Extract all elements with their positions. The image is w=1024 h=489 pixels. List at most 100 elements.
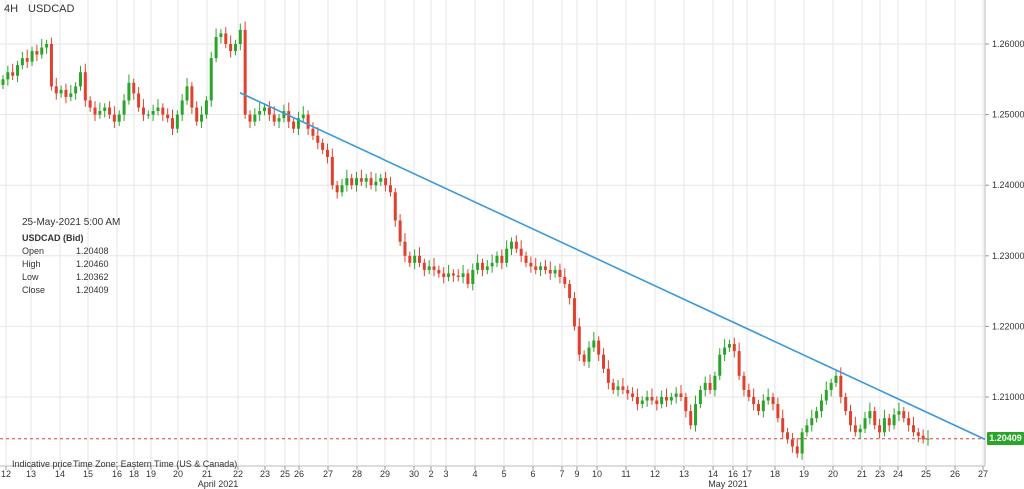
candle — [156, 99, 160, 116]
candle — [267, 101, 271, 121]
candle-body — [786, 432, 790, 440]
candle — [422, 258, 426, 277]
candle — [296, 111, 300, 136]
candle — [577, 317, 581, 361]
candle-body — [485, 266, 489, 270]
candle — [190, 82, 194, 114]
candle-body — [175, 114, 179, 129]
candle — [471, 263, 475, 291]
candle — [229, 35, 233, 58]
x-tick-label: 25 — [280, 469, 290, 479]
candle — [505, 240, 509, 268]
candle-body — [451, 273, 455, 276]
candle — [655, 396, 659, 411]
candle — [224, 27, 228, 49]
candle — [398, 214, 402, 246]
candle-body — [64, 89, 68, 97]
candle — [568, 279, 572, 305]
candle — [834, 369, 838, 388]
candle — [442, 267, 446, 284]
open-label: Open — [22, 246, 45, 256]
candle-body — [54, 86, 58, 94]
candle — [388, 176, 392, 197]
candle-body — [907, 418, 911, 426]
x-tick-label: 26 — [294, 469, 304, 479]
candle-body — [853, 425, 857, 433]
candle-body — [650, 397, 654, 401]
candle-body — [74, 86, 78, 94]
x-tick-label: 5 — [501, 469, 506, 479]
candle — [553, 265, 557, 278]
candle — [98, 102, 102, 119]
candle — [742, 371, 746, 397]
candle — [587, 341, 591, 369]
candle — [921, 429, 925, 444]
candle — [146, 110, 150, 119]
candle — [185, 77, 189, 105]
candle — [340, 178, 344, 197]
candle-body — [563, 276, 567, 285]
candle-body — [384, 178, 388, 186]
x-tick-label: 12 — [1, 469, 11, 479]
candle — [490, 254, 494, 273]
candle-body — [350, 178, 354, 186]
low-label: Low — [22, 272, 39, 282]
candle-body — [616, 386, 620, 390]
candle-body — [611, 382, 615, 390]
candle — [171, 109, 175, 136]
x-axis: 12 13 14 15 16 18 19 20 21 22 23 25 26 27 28 29 30 2 3 4 5 6 7… — [1, 466, 988, 489]
x-tick-label: 19 — [146, 469, 156, 479]
candle-body — [911, 425, 915, 433]
candle — [103, 103, 107, 118]
candle-body — [437, 269, 441, 274]
candle-body — [727, 344, 731, 348]
candle-body — [78, 72, 82, 87]
candle — [330, 148, 334, 190]
candle-body — [568, 284, 572, 299]
candle-body — [98, 111, 102, 115]
candle-body — [732, 344, 736, 352]
candle — [316, 127, 320, 150]
candle — [844, 392, 848, 416]
timeframe-label[interactable]: 4H — [4, 3, 19, 15]
candle-body — [795, 446, 799, 454]
candle-body — [238, 29, 242, 44]
candle — [59, 85, 63, 98]
symbol-label[interactable]: USDCAD — [28, 3, 75, 15]
candle-body — [703, 382, 707, 390]
candle-body — [694, 404, 698, 426]
candle — [829, 378, 833, 397]
candle-body — [219, 33, 223, 37]
candle — [16, 60, 20, 83]
month-label: May 2021 — [708, 479, 748, 489]
x-tick-label: 3 — [443, 469, 448, 479]
candle — [819, 394, 823, 418]
candle — [853, 416, 857, 437]
candle — [161, 103, 165, 121]
indicative-price-label: Indicative price — [12, 459, 73, 469]
candle — [456, 269, 460, 282]
candle-body — [432, 266, 436, 270]
candle — [69, 84, 73, 102]
candle — [325, 143, 329, 164]
x-tick-label: 18 — [129, 469, 139, 479]
candle — [747, 383, 751, 402]
x-tick-label: 9 — [574, 469, 579, 479]
candle — [611, 378, 615, 395]
candle — [403, 233, 407, 263]
y-tick-label: 1.26000 — [992, 39, 1024, 49]
candle — [926, 430, 930, 446]
candle — [93, 101, 97, 121]
candle — [548, 261, 552, 280]
candle — [476, 254, 480, 275]
candle-body — [422, 262, 426, 270]
candle-body — [369, 178, 373, 186]
candle-body — [345, 178, 349, 186]
candle — [752, 388, 756, 411]
candle-body — [93, 107, 97, 115]
candle-body — [863, 418, 867, 429]
ohlc-title: USDCAD (Bid) — [22, 233, 84, 243]
candle-body — [306, 114, 310, 129]
ohlc-panel: 25-May-2021 5:00 AM USDCAD (Bid) Open 1.2… — [22, 216, 120, 297]
candle-body — [359, 178, 363, 182]
